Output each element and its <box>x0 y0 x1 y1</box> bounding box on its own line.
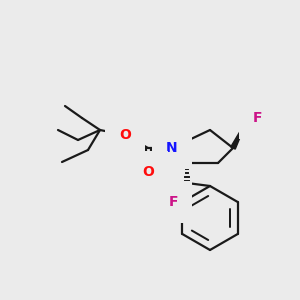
Text: O: O <box>119 128 131 142</box>
Text: F: F <box>169 195 178 209</box>
Polygon shape <box>231 118 248 149</box>
Text: F: F <box>253 111 262 125</box>
Text: O: O <box>142 165 154 179</box>
Text: N: N <box>166 141 178 155</box>
